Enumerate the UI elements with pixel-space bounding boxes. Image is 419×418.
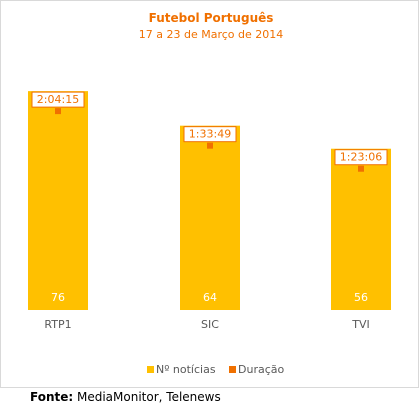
duration-label-box-sic (183, 126, 237, 143)
chart: Futebol Português 17 a 23 de Março de 20… (28, 11, 391, 376)
legend-label-duracao: Duração (238, 363, 284, 376)
source-label: Fonte: (30, 390, 74, 404)
chart-legend: Nº notícias Duração (147, 363, 284, 376)
legend-swatch-duracao (229, 366, 236, 373)
bar-value-label-sic: 64 (203, 291, 217, 304)
chart-title: Futebol Português (149, 11, 274, 25)
duration-label-box-rtp1 (31, 91, 85, 108)
legend-label-noticias: Nº notícias (156, 363, 216, 376)
chart-marks: 76 RTP1 2:04:15 64 SIC 1:33:49 56 TVI 1:23:06 (28, 91, 391, 331)
duration-marker-sic (207, 142, 213, 149)
duration-marker-tvi (358, 165, 364, 172)
bar-sic (180, 125, 240, 311)
duration-marker-rtp1 (55, 108, 61, 115)
duration-label-tvi: 1:23:06 (340, 151, 382, 164)
chart-frame: Futebol Português 17 a 23 de Março de 20… (0, 0, 419, 388)
category-label-rtp1: RTP1 (44, 318, 71, 331)
source-note: Fonte: MediaMonitor, Telenews (30, 390, 221, 404)
chart-subtitle: 17 a 23 de Março de 2014 (139, 28, 284, 41)
duration-label-rtp1: 2:04:15 (37, 93, 79, 106)
source-text: MediaMonitor, Telenews (73, 390, 221, 404)
duration-label-sic: 1:33:49 (189, 128, 231, 141)
duration-label-box-tvi (334, 149, 388, 166)
bar-rtp1 (28, 91, 88, 311)
bar-value-label-rtp1: 76 (51, 291, 65, 304)
legend-swatch-noticias (147, 366, 154, 373)
category-label-sic: SIC (201, 318, 219, 331)
bar-value-label-tvi: 56 (354, 291, 368, 304)
category-label-tvi: TVI (351, 318, 370, 331)
bar-tvi (331, 148, 391, 310)
